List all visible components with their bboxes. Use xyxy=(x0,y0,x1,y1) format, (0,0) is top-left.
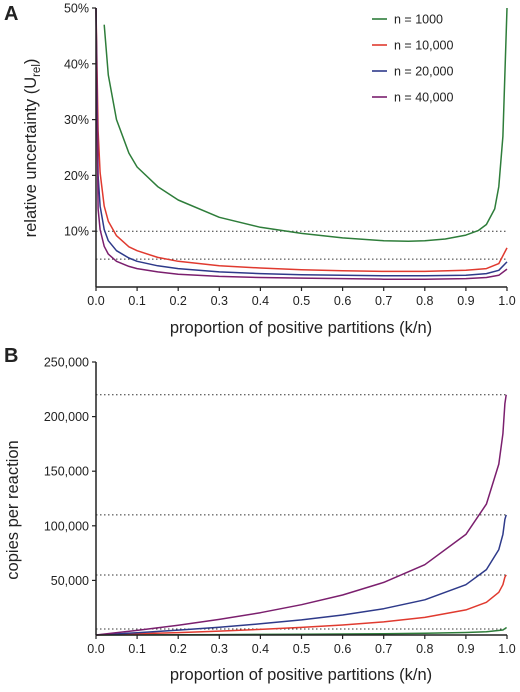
x-tick-label: 0.6 xyxy=(334,294,351,308)
series-line-4 xyxy=(95,7,508,280)
x-tick-label: 0.5 xyxy=(293,642,310,656)
x-tick-label: 0.4 xyxy=(252,294,269,308)
panel-a-y-tick-labels: 10% 20% 30% 40% 50% xyxy=(64,2,89,239)
x-tick-label: 0.2 xyxy=(170,642,187,656)
panel-a-y-axis-title-close: ) xyxy=(22,59,40,65)
y-tick-label: 150,000 xyxy=(44,465,89,479)
series-line-4 xyxy=(95,394,507,636)
panel-a-reference-lines xyxy=(96,230,507,260)
y-tick-label: 40% xyxy=(64,57,89,71)
x-tick-label: 0.2 xyxy=(170,294,187,308)
x-tick-label: 0.3 xyxy=(211,294,228,308)
panel-a-letter: A xyxy=(4,3,18,25)
panel-b-y-tick-labels: 50,000 100,000 150,000 200,000 250,000 xyxy=(44,356,89,588)
x-tick-label: 0.7 xyxy=(375,642,392,656)
x-tick-label: 0.1 xyxy=(128,294,145,308)
x-tick-label: 0.3 xyxy=(211,642,228,656)
x-tick-label: 0.0 xyxy=(87,294,104,308)
legend-label-3: n = 20,000 xyxy=(394,65,453,79)
y-tick-label: 200,000 xyxy=(44,410,89,424)
panel-b-x-axis-title: proportion of positive partitions (k/n) xyxy=(170,666,432,684)
x-tick-label: 1.0 xyxy=(498,294,515,308)
y-tick-label: 10% xyxy=(64,225,89,239)
y-tick-label: 100,000 xyxy=(44,519,89,533)
x-tick-label: 0.8 xyxy=(416,294,433,308)
panel-a-axes xyxy=(92,7,508,291)
legend-label-1: n = 1000 xyxy=(394,13,443,27)
panel-a-x-tick-labels: 0.0 0.1 0.2 0.3 0.4 0.5 0.6 0.7 0.8 0.9 1.0 xyxy=(87,294,515,308)
panel-a-y-axis-title-subscript: rel xyxy=(31,64,43,77)
series-line-2 xyxy=(95,574,507,636)
panel-b-y-axis-title: copies per reaction xyxy=(4,440,22,579)
x-tick-label: 0.7 xyxy=(375,294,392,308)
series-line-3 xyxy=(95,7,508,277)
y-tick-label: 30% xyxy=(64,113,89,127)
x-tick-label: 0.9 xyxy=(457,642,474,656)
panel-a: A 0.0 0.1 0.2 0.3 0.4 0.5 0.6 0.7 0.8 0.9 1.0 10% 2… xyxy=(4,2,516,338)
panel-b-letter: B xyxy=(4,345,18,367)
x-tick-label: 0.1 xyxy=(128,642,145,656)
x-tick-label: 1.0 xyxy=(498,642,515,656)
y-tick-label: 20% xyxy=(64,169,89,183)
panel-a-series-lines xyxy=(95,7,508,280)
panel-b-x-tick-labels: 0.0 0.1 0.2 0.3 0.4 0.5 0.6 0.7 0.8 0.9 1.0 xyxy=(87,642,515,656)
y-tick-label: 250,000 xyxy=(44,356,89,370)
legend-label-4: n = 40,000 xyxy=(394,91,453,105)
panel-b-axes xyxy=(92,361,508,639)
panel-a-x-axis-title: proportion of positive partitions (k/n) xyxy=(170,319,432,337)
legend-label-2: n = 10,000 xyxy=(394,39,453,53)
panel-b-reference-lines xyxy=(96,394,507,630)
series-line-2 xyxy=(95,7,508,273)
panel-a-legend: n = 1000 n = 10,000 n = 20,000 n = 40,000 xyxy=(372,13,453,105)
x-tick-label: 0.8 xyxy=(416,642,433,656)
x-tick-label: 0.4 xyxy=(252,642,269,656)
panel-a-y-axis-title: relative uncertainty (Urel) xyxy=(22,59,43,238)
x-tick-label: 0.6 xyxy=(334,642,351,656)
x-tick-label: 0.9 xyxy=(457,294,474,308)
x-tick-label: 0.5 xyxy=(293,294,310,308)
series-line-1 xyxy=(103,7,508,242)
y-tick-label: 50,000 xyxy=(51,574,89,588)
panel-b: B 0.0 0.1 0.2 0.3 0.4 0.5 0.6 0.7 0.8 0.9 1.0 50,0… xyxy=(4,345,516,684)
x-tick-label: 0.0 xyxy=(87,642,104,656)
y-tick-label: 50% xyxy=(64,2,89,16)
panel-a-y-axis-title-main: relative uncertainty (U xyxy=(22,77,40,237)
series-line-3 xyxy=(95,514,507,636)
